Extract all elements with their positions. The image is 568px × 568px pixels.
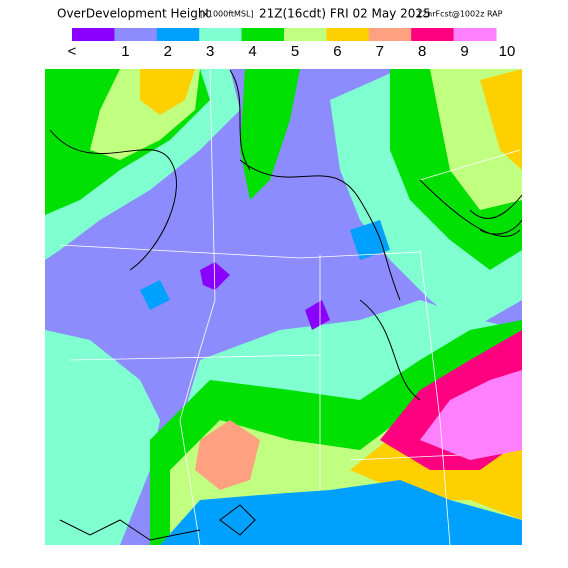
field (160, 480, 522, 545)
legend-swatch (453, 28, 497, 41)
field (480, 69, 522, 170)
legend-label: 6 (333, 43, 341, 60)
legend-swatch (72, 28, 115, 41)
legend-label: 10 (499, 43, 516, 60)
legend-label: 1 (121, 43, 129, 60)
header: OverDevelopment Height [x1000ftMSL] 21Z(… (57, 7, 503, 21)
field (195, 420, 260, 490)
field (200, 262, 230, 290)
title: OverDevelopment Height (57, 7, 210, 21)
contour (49, 69, 522, 541)
run-info: 12hrFcst@1002z RAP (417, 10, 503, 19)
field (350, 220, 390, 260)
valid-time: 21Z(16cdt) FRI 02 May 2025 (259, 7, 431, 21)
legend-swatch (368, 28, 412, 41)
field (45, 330, 160, 545)
legend-label: < (68, 43, 77, 60)
legend-label: 8 (418, 43, 426, 60)
legend-label: 2 (164, 43, 172, 60)
legend-swatch (114, 28, 158, 41)
legend-swatch (241, 28, 285, 41)
field (240, 69, 300, 200)
legend-label: 9 (460, 43, 468, 60)
field (140, 280, 170, 310)
field (140, 69, 195, 115)
legend-label: 7 (376, 43, 384, 60)
legend-label: 5 (291, 43, 299, 60)
units: [x1000ftMSL] (200, 10, 254, 19)
legend-swatch (156, 28, 200, 41)
legend-swatch (199, 28, 243, 41)
state-line (59, 69, 521, 545)
field (305, 300, 330, 330)
map (45, 69, 522, 545)
legend-swatch (326, 28, 370, 41)
legend-label: 4 (248, 43, 256, 60)
legend-label: 3 (206, 43, 214, 60)
legend: <1 2 3 4 5 6 7 8 9 10 (68, 28, 516, 60)
field (420, 370, 522, 460)
legend-swatch (411, 28, 455, 41)
legend-swatch (284, 28, 327, 41)
